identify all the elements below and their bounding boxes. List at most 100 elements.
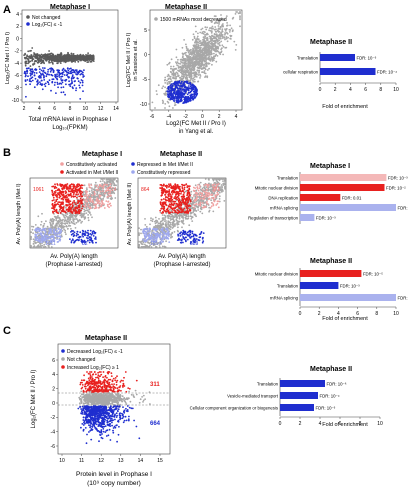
scatter-point-activated bbox=[51, 189, 53, 192]
scatter-point bbox=[176, 61, 179, 64]
scatter-point-decreased bbox=[82, 90, 84, 93]
scatter-point bbox=[227, 36, 230, 39]
scatter-point bbox=[228, 31, 231, 33]
scatter-point bbox=[52, 63, 54, 65]
scatter-point-decreased bbox=[28, 80, 31, 82]
scatter-point-const-activated bbox=[93, 190, 96, 193]
scatter-point bbox=[49, 58, 52, 61]
scatter-point-decreased bbox=[79, 73, 82, 76]
scatter-point-repressed bbox=[91, 232, 94, 235]
panel-a-mid-annotation: 1500 mRNAs most decreased bbox=[160, 17, 227, 23]
scatter-point bbox=[57, 54, 60, 56]
scatter-point-activated bbox=[81, 191, 83, 194]
scatter-point bbox=[180, 66, 183, 69]
scatter-point-activated bbox=[64, 198, 67, 201]
scatter-point bbox=[204, 55, 206, 58]
scatter-point bbox=[186, 70, 188, 73]
scatter-point-decreased bbox=[51, 78, 54, 81]
scatter-point bbox=[225, 36, 228, 38]
scatter-point-decreased bbox=[44, 85, 47, 88]
scatter-point-decreased bbox=[175, 92, 178, 95]
scatter-point bbox=[89, 204, 92, 207]
scatter-point bbox=[29, 55, 32, 58]
scatter-point-decreased bbox=[167, 96, 170, 98]
scatter-point bbox=[48, 50, 50, 52]
scatter-point bbox=[216, 55, 219, 57]
scatter-point-decreased bbox=[75, 87, 78, 89]
scatter-point-decreased bbox=[35, 69, 37, 71]
scatter-point-activated bbox=[59, 184, 62, 187]
scatter-point bbox=[185, 64, 187, 67]
scatter-point-decreased bbox=[184, 92, 186, 94]
scatter-point-decreased bbox=[166, 90, 169, 93]
scatter-point bbox=[208, 27, 211, 29]
scatter-point bbox=[40, 220, 43, 223]
scatter-point-activated bbox=[71, 188, 74, 191]
scatter-point-const-repressed bbox=[44, 227, 47, 230]
scatter-point-decreased bbox=[57, 69, 60, 71]
scatter-point bbox=[188, 50, 191, 52]
scatter-point-const-activated bbox=[101, 190, 104, 193]
scatter-point-decreased bbox=[189, 81, 192, 84]
scatter-point bbox=[168, 62, 170, 65]
scatter-point bbox=[31, 55, 33, 58]
scatter-point-activated bbox=[70, 183, 73, 186]
scatter-point-decreased bbox=[54, 73, 56, 76]
scatter-point bbox=[51, 54, 53, 57]
scatter-point-activated bbox=[68, 184, 71, 187]
scatter-point bbox=[224, 46, 227, 49]
scatter-point bbox=[31, 57, 34, 60]
legend-repressed: Repressed in Met I/Met II bbox=[137, 162, 193, 168]
scatter-point bbox=[32, 55, 35, 57]
scatter-point bbox=[172, 74, 175, 77]
scatter-point-decreased bbox=[60, 79, 63, 82]
scatter-point bbox=[85, 54, 87, 56]
scatter-point-repressed bbox=[79, 236, 82, 238]
scatter-point-decreased bbox=[64, 79, 66, 82]
x-tick-label: 12 bbox=[98, 106, 104, 112]
scatter-point-decreased bbox=[66, 73, 69, 76]
scatter-point bbox=[73, 56, 76, 59]
scatter-point bbox=[29, 60, 32, 63]
scatter-point bbox=[215, 48, 218, 51]
scatter-point-activated bbox=[56, 198, 59, 201]
scatter-point-activated bbox=[61, 188, 64, 191]
scatter-point bbox=[65, 225, 68, 228]
scatter-point-decreased bbox=[173, 97, 176, 100]
panel-a-mid-xlabel-2: in Yang et al. bbox=[179, 129, 214, 135]
scatter-point-activated bbox=[59, 212, 62, 214]
scatter-point bbox=[178, 67, 180, 69]
scatter-point bbox=[196, 57, 199, 60]
scatter-point bbox=[37, 54, 40, 57]
scatter-point-const-activated bbox=[97, 199, 100, 202]
scatter-point bbox=[200, 68, 203, 70]
scatter-point bbox=[83, 184, 86, 187]
scatter-point-decreased bbox=[169, 84, 172, 87]
scatter-point-decreased bbox=[31, 68, 34, 71]
scatter-point bbox=[74, 61, 77, 63]
scatter-point-decreased bbox=[29, 69, 32, 71]
scatter-point-decreased bbox=[181, 90, 183, 92]
scatter-point-decreased bbox=[192, 90, 195, 93]
scatter-point-decreased bbox=[173, 82, 175, 85]
scatter-point-const-repressed bbox=[35, 235, 37, 238]
scatter-point bbox=[196, 37, 199, 40]
panel-a-mid-points bbox=[151, 11, 241, 109]
scatter-point bbox=[214, 50, 217, 53]
scatter-point bbox=[86, 61, 89, 63]
scatter-point-repressed bbox=[91, 240, 94, 242]
scatter-point bbox=[61, 56, 63, 59]
scatter-point-activated bbox=[75, 206, 78, 209]
scatter-point-activated bbox=[53, 208, 56, 211]
scatter-point bbox=[88, 190, 91, 193]
scatter-point bbox=[218, 198, 221, 200]
scatter-point-activated bbox=[72, 195, 75, 198]
scatter-point-decreased bbox=[29, 78, 31, 80]
scatter-point bbox=[164, 78, 167, 81]
scatter-point bbox=[53, 56, 56, 59]
scatter-point bbox=[182, 69, 184, 72]
scatter-point bbox=[61, 225, 64, 228]
scatter-point bbox=[44, 53, 47, 56]
scatter-point-const-repressed bbox=[55, 229, 58, 232]
scatter-point-decreased bbox=[81, 71, 84, 74]
